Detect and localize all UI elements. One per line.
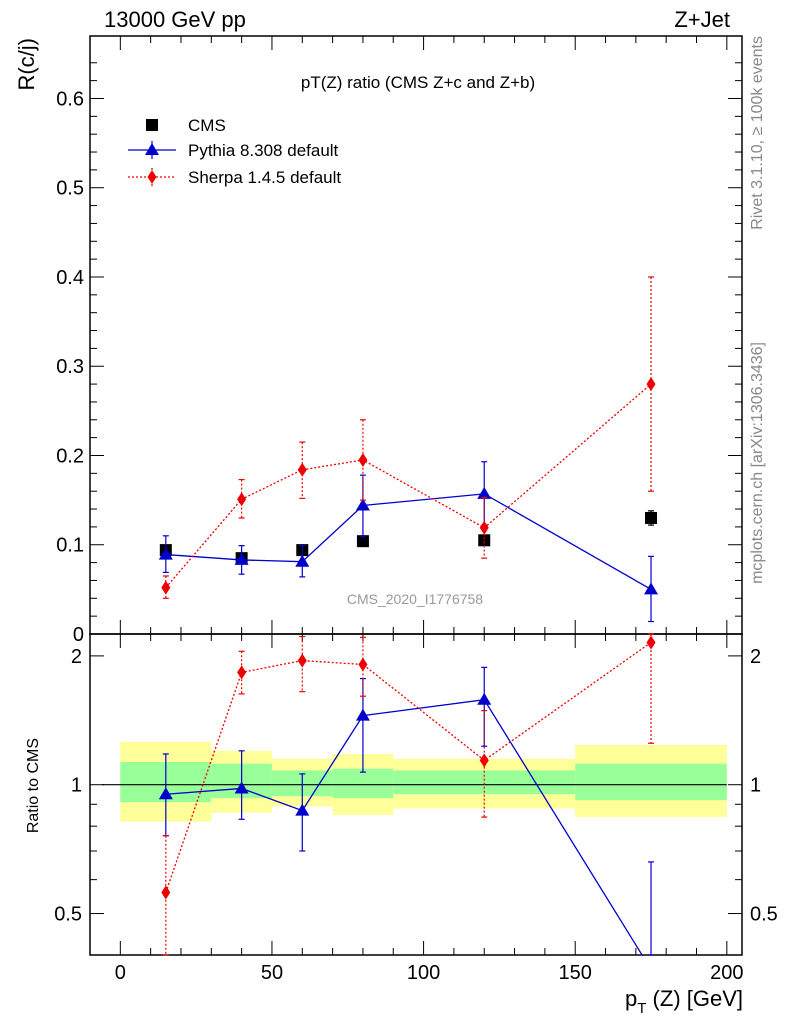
- legend-label: Sherpa 1.4.5 default: [188, 168, 341, 187]
- ratio-y-tick-label: 2: [71, 646, 82, 668]
- y-tick-label: 0: [73, 624, 84, 646]
- sherpa-ratio-point: [358, 657, 368, 672]
- sherpa-main-point: [161, 580, 171, 595]
- sherpa-ratio-point: [161, 885, 171, 900]
- ratio-band-inner: [575, 763, 727, 801]
- ratio-y-axis-label: Ratio to CMS: [25, 738, 42, 833]
- y-tick-label: 0.6: [56, 88, 84, 110]
- header-left: 13000 GeV pp: [104, 7, 246, 32]
- legend-marker: [147, 170, 157, 184]
- pythia-ratio-point: [477, 692, 492, 705]
- data-layer: [158, 276, 659, 956]
- pythia-ratio-point: [158, 787, 173, 800]
- cms-main-point: [478, 534, 491, 547]
- sherpa-ratio-point: [646, 635, 656, 650]
- ratio-plot-frame: [89, 633, 743, 956]
- legend-label: CMS: [188, 116, 226, 135]
- ratio-y-tick-label-right: 2: [750, 646, 761, 668]
- legend-marker: [145, 143, 159, 155]
- sherpa-main-line: [165, 383, 652, 589]
- sherpa-main-point: [297, 462, 307, 477]
- x-axis-label: pT (Z) [GeV]: [625, 986, 743, 1017]
- frames-and-ticks: 0 50 100 150 200 0 0.1 0.2 0.3 0.4 0.5 0.6 0.5 0.5 1 1 2…: [54, 35, 778, 984]
- x-tick-label: 50: [261, 962, 283, 984]
- pythia-main-point: [234, 552, 249, 565]
- y-tick-label: 0.2: [56, 445, 84, 467]
- x-tick-label: 200: [710, 962, 743, 984]
- ratio-band-inner: [393, 770, 576, 795]
- background-layer: [102, 741, 727, 822]
- pythia-main-line: [165, 493, 652, 590]
- y-tick-label: 0.1: [56, 535, 84, 557]
- watermark: CMS_2020_I1776758: [347, 591, 483, 607]
- x-axis-label-main: p: [625, 986, 637, 1011]
- x-axis-label-rest: (Z) [GeV]: [646, 986, 743, 1011]
- y-tick-label: 0.3: [56, 356, 84, 378]
- pythia-ratio-point: [295, 803, 310, 816]
- sherpa-ratio-point: [297, 653, 307, 668]
- y-tick-label: 0.4: [56, 267, 84, 289]
- sherpa-main-point: [237, 492, 247, 507]
- x-tick-label: 150: [559, 962, 592, 984]
- pythia-main-point: [644, 582, 659, 595]
- plot-title: pT(Z) ratio (CMS Z+c and Z+b): [301, 73, 535, 92]
- cms-main-point: [356, 535, 369, 548]
- pythia-main-point: [355, 498, 370, 511]
- ratio-y-tick-label-right: 1: [750, 775, 761, 797]
- ratio-y-tick-label: 1: [71, 775, 82, 797]
- y-axis-label: R(c/j): [14, 38, 39, 91]
- mcplots-label: mcplots.cern.ch [arXiv:1306.3436]: [749, 342, 766, 584]
- x-axis-label-sub: T: [637, 1000, 646, 1017]
- sherpa-ratio-line: [165, 641, 652, 893]
- ratio-band-inner: [332, 768, 394, 799]
- ratio-y-tick-label: 0.5: [54, 904, 82, 926]
- legend-marker: [146, 119, 158, 131]
- ratio-y-tick-label-right: 0.5: [750, 904, 778, 926]
- legend: CMS Pythia 8.308 default Sherpa 1.4.5 defa…: [128, 116, 341, 187]
- y-tick-label: 0.5: [56, 178, 84, 200]
- x-tick-label: 0: [115, 962, 126, 984]
- header-right: Z+Jet: [674, 7, 730, 32]
- sherpa-main-point: [646, 377, 656, 392]
- pythia-ratio-point: [355, 708, 370, 721]
- pythia-main-point: [295, 554, 310, 567]
- sherpa-main-point: [479, 520, 489, 535]
- x-tick-label: 100: [407, 962, 440, 984]
- pythia-main-point: [158, 547, 173, 560]
- rivet-label: Rivet 3.1.10, ≥ 100k events: [749, 36, 766, 230]
- pythia-main-point: [477, 486, 492, 499]
- legend-label: Pythia 8.308 default: [188, 141, 339, 160]
- sherpa-ratio-point: [237, 665, 247, 680]
- cms-main-point: [645, 511, 658, 524]
- sherpa-main-point: [358, 452, 368, 467]
- pythia-ratio-line: [165, 698, 643, 955]
- pythia-ratio-point: [234, 781, 249, 794]
- sherpa-ratio-point: [479, 753, 489, 768]
